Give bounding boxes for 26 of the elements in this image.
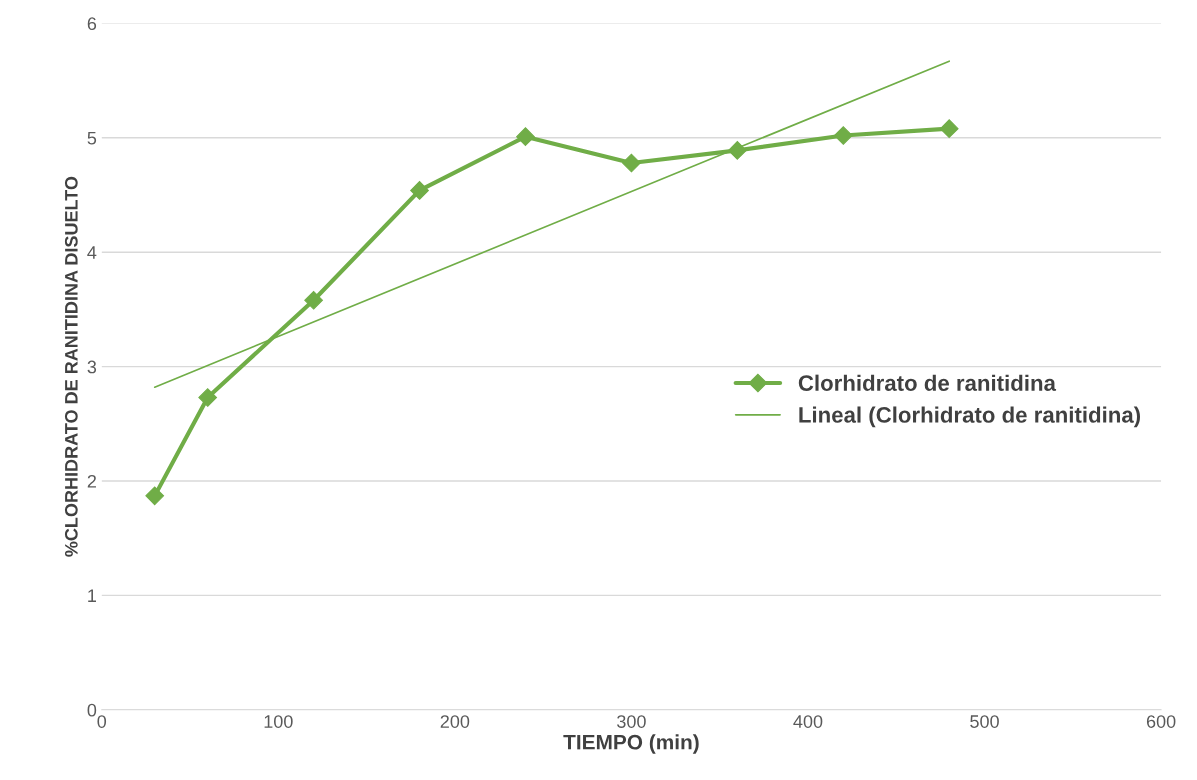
point — [516, 127, 535, 147]
x-tick-label: 100 — [264, 715, 293, 728]
y-tick-label: 5 — [87, 131, 97, 145]
x-tick-label: 400 — [793, 715, 823, 728]
y-tick-label: 3 — [87, 360, 97, 374]
y-tick-label: 1 — [88, 589, 96, 602]
point — [198, 388, 218, 407]
legend-label: Clorhidrato de ranitidina — [798, 374, 1057, 391]
point — [939, 119, 959, 139]
y-tick-label: 0 — [87, 703, 97, 717]
y-axis-title: %CLORHIDRATO DE RANITIDINA DISUELTO — [64, 176, 78, 557]
point — [410, 181, 429, 200]
legend-label: Lineal (Clorhidrato de ranitidina) — [799, 406, 1141, 428]
point — [304, 290, 323, 310]
x-tick-label: 200 — [440, 715, 470, 728]
point — [145, 486, 165, 506]
x-tick-label: 0 — [97, 715, 107, 728]
x-tick-label: 600 — [1146, 715, 1176, 728]
y-tick-label: 6 — [87, 17, 97, 31]
x-tick-label: 500 — [970, 715, 999, 728]
y-tick-label: 4 — [87, 246, 97, 259]
x-axis-title: TIEMPO (min) — [563, 734, 699, 754]
point — [622, 153, 641, 173]
x-tick-label: 300 — [617, 715, 646, 728]
y-tick-label: 2 — [87, 474, 96, 488]
point — [833, 126, 853, 145]
